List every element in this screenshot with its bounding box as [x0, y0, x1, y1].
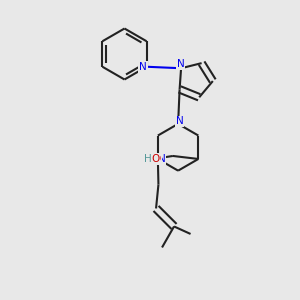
Text: H: H: [143, 154, 151, 164]
Text: O: O: [152, 154, 160, 164]
Text: N: N: [158, 154, 165, 164]
Text: O: O: [153, 154, 161, 164]
Text: N: N: [139, 62, 147, 72]
Text: N: N: [177, 59, 184, 69]
Text: N: N: [176, 116, 184, 127]
Text: H: H: [144, 154, 152, 164]
